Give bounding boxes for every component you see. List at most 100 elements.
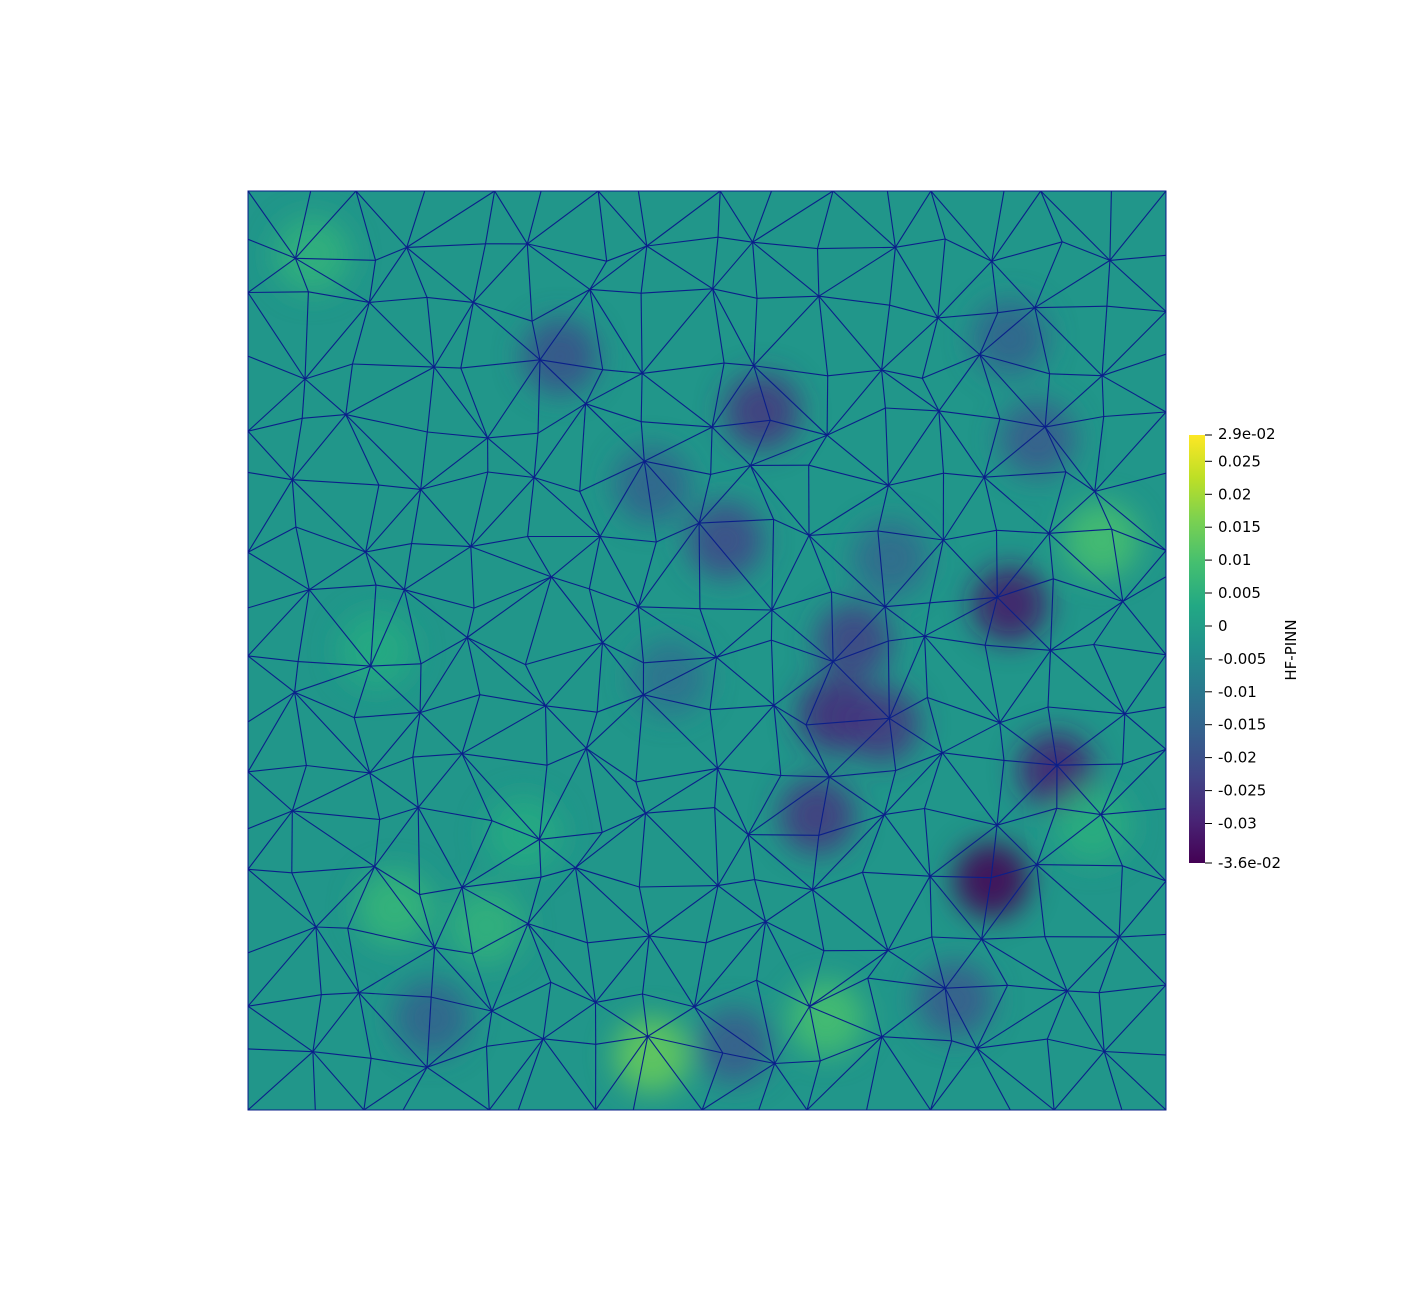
mesh-edge <box>698 523 701 609</box>
mesh-edge <box>353 717 371 774</box>
mesh-edge <box>809 949 889 1007</box>
mesh-edge <box>1094 472 1166 493</box>
mesh-edge <box>648 935 695 1008</box>
mesh-edge <box>881 369 886 409</box>
mesh-edge <box>248 551 310 591</box>
mesh-edge <box>294 258 309 292</box>
mesh-edge <box>930 191 993 262</box>
mesh-edge <box>643 694 718 769</box>
mesh-edge <box>644 426 713 462</box>
mesh-edge <box>709 709 719 769</box>
mesh-edge <box>470 546 475 609</box>
mesh-edge <box>646 191 721 247</box>
mesh-edge <box>641 288 713 294</box>
mesh-edge <box>248 868 292 874</box>
mesh-edge <box>981 936 1045 940</box>
mesh-edge <box>995 530 998 598</box>
mesh-edge <box>1036 814 1102 866</box>
mesh-edge <box>712 419 771 428</box>
mesh-edge <box>984 645 1001 723</box>
mesh-edge <box>585 694 644 749</box>
mesh-edge <box>484 191 496 244</box>
mesh-edge <box>877 485 889 532</box>
mesh-edge <box>550 536 601 578</box>
mesh-edge <box>929 824 998 877</box>
mesh-edge <box>923 752 943 809</box>
mesh-edge <box>291 479 297 528</box>
mesh-edge <box>809 1005 883 1038</box>
mesh-edge <box>294 692 307 766</box>
mesh-edge <box>805 724 830 778</box>
mesh-edge <box>494 191 528 245</box>
mesh-edge <box>588 588 604 643</box>
mesh-edge <box>1094 491 1113 530</box>
mesh-edge <box>291 765 307 812</box>
mesh-edge <box>937 317 981 355</box>
mesh-edge <box>1049 578 1054 651</box>
mesh-edge <box>929 875 992 879</box>
mesh-edge <box>867 977 946 989</box>
mesh-edge <box>771 609 834 663</box>
field-point-24 <box>338 612 415 689</box>
mesh-edge <box>722 1052 775 1065</box>
mesh-edge <box>926 697 943 753</box>
mesh-edge <box>351 302 370 365</box>
mesh-edge <box>248 810 293 870</box>
plot-area <box>248 191 1166 1110</box>
mesh-edge <box>426 1066 490 1110</box>
mesh-edge <box>460 302 474 369</box>
mesh-edge <box>426 367 435 433</box>
mesh-edge <box>808 484 889 536</box>
mesh-edge <box>717 704 775 769</box>
mesh-edge <box>1048 528 1112 534</box>
colorbar-ticks: 0.025 0.02 0.015 0.01 0.005 0 -0.005 -0.01 -0.01… <box>1205 452 1266 833</box>
mesh-edge <box>466 637 546 707</box>
mesh-edge <box>406 191 495 248</box>
field-point-3 <box>843 686 920 763</box>
mesh-edge <box>887 936 932 951</box>
mesh-edge <box>526 243 591 290</box>
mesh-edge <box>808 534 886 608</box>
mesh-edge <box>525 642 603 666</box>
mesh-edge <box>596 694 644 713</box>
mesh-edge <box>312 1051 365 1110</box>
mesh-edge <box>895 238 946 248</box>
mesh-edge <box>747 775 782 835</box>
mesh-edge <box>997 307 1035 314</box>
mesh-edge <box>347 866 376 929</box>
mesh-edge <box>1050 643 1094 651</box>
mesh-edge <box>1101 353 1166 377</box>
mesh-edge <box>597 191 648 247</box>
mesh-edge <box>1003 759 1058 766</box>
mesh-edge <box>717 191 721 238</box>
mesh-edge <box>533 403 587 478</box>
mesh-edge <box>1122 576 1166 602</box>
mesh-edge <box>773 705 782 776</box>
mesh-edge <box>248 868 317 928</box>
mesh-edge <box>756 921 767 981</box>
mesh-edge <box>315 926 348 929</box>
mesh-edge <box>434 887 463 948</box>
mesh-edge <box>585 712 598 749</box>
mesh-edge <box>945 984 1008 989</box>
mesh-edge <box>1093 644 1126 715</box>
colorbar-tick-label-6: -0.005 <box>1218 650 1266 668</box>
mesh-edge <box>355 191 408 248</box>
colorbar-tick-label-4: 0.005 <box>1218 584 1261 602</box>
mesh-edge <box>1050 601 1124 651</box>
field-point-1 <box>815 603 892 680</box>
mesh-edge <box>248 589 310 609</box>
field-point-25 <box>448 888 525 965</box>
field-point-19 <box>788 980 865 1057</box>
mesh-edge <box>426 997 432 1068</box>
mesh-edge <box>374 866 436 948</box>
mesh-edge <box>531 288 591 322</box>
mesh-edge <box>295 257 376 261</box>
mesh-edge <box>645 812 719 886</box>
mesh-edge <box>1046 990 1068 1040</box>
mesh-edge <box>420 489 472 547</box>
mesh-edge <box>470 477 535 547</box>
mesh-edge <box>929 875 983 940</box>
mesh-edge <box>368 247 408 303</box>
